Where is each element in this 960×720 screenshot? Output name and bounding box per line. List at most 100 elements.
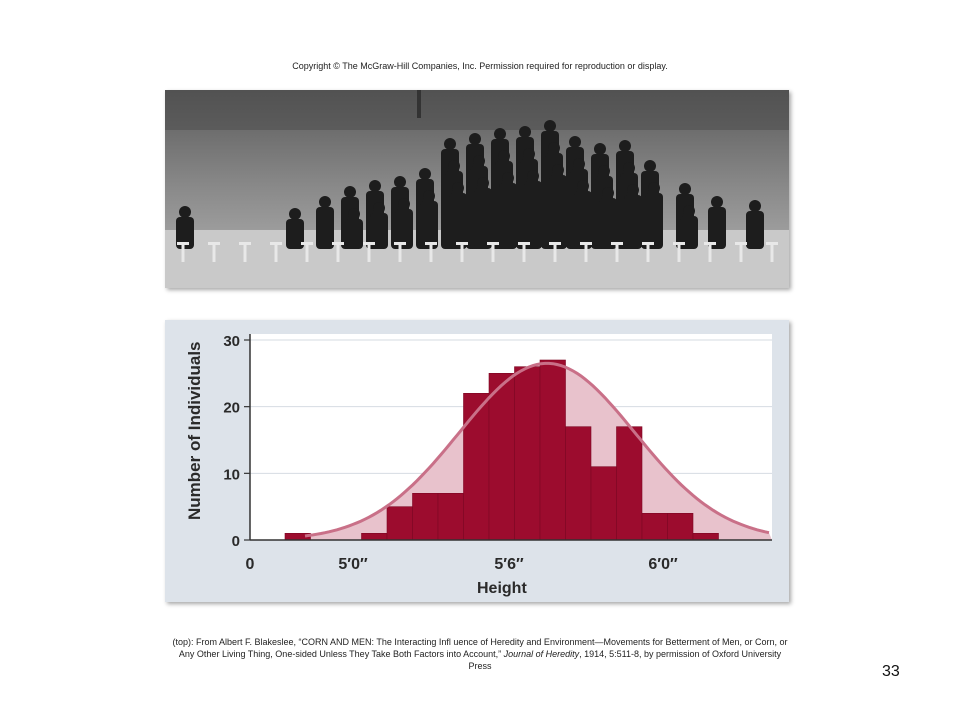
photo-illustration: [165, 90, 789, 288]
histogram-bar: [667, 513, 694, 541]
person-body: [176, 217, 194, 249]
person-head: [552, 164, 564, 176]
person-head: [679, 183, 691, 195]
histogram-bar: [590, 466, 617, 541]
y-tick-label: 20: [223, 400, 240, 417]
person-head: [398, 198, 410, 210]
height-marker-post: [708, 242, 712, 262]
height-marker-post: [398, 242, 402, 262]
x-tick-label: 5′0″: [338, 556, 368, 573]
histogram-bar: [565, 426, 592, 541]
person-head: [348, 208, 360, 220]
person-head: [594, 143, 606, 155]
person-head: [527, 170, 539, 182]
person-head: [519, 126, 531, 138]
height-marker-post: [336, 242, 340, 262]
histogram-bar: [641, 513, 668, 541]
person-body: [286, 219, 304, 249]
person-head: [477, 177, 489, 189]
height-marker-post: [429, 242, 433, 262]
person-head: [344, 186, 356, 198]
person-body: [599, 198, 617, 249]
person-head: [602, 187, 614, 199]
height-marker-post: [770, 242, 774, 262]
person-body: [524, 181, 542, 249]
journal-name: Journal of Heredity: [503, 649, 580, 659]
credit-suffix: , 1914, 5:511-8, by permission of Oxford…: [468, 649, 782, 671]
x-axis-label: Height: [477, 580, 527, 597]
person-head: [523, 148, 535, 160]
person-body: [499, 183, 517, 249]
photo-credit: (top): From Albert F. Blakeslee, “CORN A…: [172, 636, 788, 672]
histogram-bar: [463, 393, 490, 541]
x-tick-label: 5′6″: [494, 556, 524, 573]
histogram-bar: [539, 359, 566, 541]
person-head: [683, 205, 695, 217]
person-head: [394, 176, 406, 188]
y-axis-label: Number of Individuals: [185, 341, 204, 520]
person-head: [448, 160, 460, 172]
person-head: [423, 190, 435, 202]
person-head: [627, 184, 639, 196]
height-marker-post: [739, 242, 743, 262]
person-head: [577, 180, 589, 192]
person-body: [449, 193, 467, 249]
person-head: [544, 120, 556, 132]
chart-panel: 0 10 20 30 0 5′0″ 5′6″ 6′0″ Number of Individua…: [165, 320, 789, 602]
histogram-bar: [361, 533, 388, 541]
height-marker-post: [305, 242, 309, 262]
height-marker-post: [584, 242, 588, 262]
person-body: [370, 213, 388, 249]
person-head: [749, 200, 761, 212]
normal-curve: [304, 361, 770, 538]
y-tick-label: 10: [223, 466, 240, 483]
person-head: [711, 196, 723, 208]
person-head: [473, 155, 485, 167]
x-tick-label: 6′0″: [648, 556, 678, 573]
person-body: [645, 193, 663, 249]
person-head: [419, 168, 431, 180]
height-marker-post: [367, 242, 371, 262]
person-head: [444, 138, 456, 150]
person-body: [316, 207, 334, 249]
person-head: [648, 182, 660, 194]
x-tick-label: 0: [246, 556, 255, 573]
person-body: [474, 188, 492, 249]
person-body: [395, 209, 413, 249]
person-body: [624, 195, 642, 249]
height-marker-post: [181, 242, 185, 262]
person-head: [373, 202, 385, 214]
histogram-chart: 0 10 20 30 0 5′0″ 5′6″ 6′0″: [223, 333, 772, 573]
person-head: [573, 158, 585, 170]
person-head: [598, 165, 610, 177]
height-marker-post: [677, 242, 681, 262]
person-body: [680, 216, 698, 249]
copyright-notice: Copyright © The McGraw-Hill Companies, I…: [292, 61, 668, 71]
person-head: [289, 208, 301, 220]
height-marker-post: [491, 242, 495, 262]
histogram-bar: [412, 493, 439, 541]
person-head: [623, 162, 635, 174]
person-body: [574, 191, 592, 249]
histogram-bar: [437, 493, 464, 541]
height-marker-post: [553, 242, 557, 262]
person-head: [452, 182, 464, 194]
person-head: [494, 128, 506, 140]
histogram-bar: [488, 372, 515, 541]
height-marker-post: [615, 242, 619, 262]
person-head: [548, 142, 560, 154]
height-marker-post: [212, 242, 216, 262]
histogram-bar: [692, 533, 719, 541]
person-head: [179, 206, 191, 218]
person-body: [708, 207, 726, 249]
histogram-bar: [514, 366, 541, 541]
y-tick-label: 0: [232, 533, 240, 550]
person-head: [502, 172, 514, 184]
student-lineup-photo: [165, 90, 789, 288]
person-head: [619, 140, 631, 152]
person-head: [319, 196, 331, 208]
credit-text: (top): From Albert F. Blakeslee, “CORN A…: [172, 637, 788, 659]
height-marker-post: [460, 242, 464, 262]
histogram-bar: [386, 506, 413, 541]
person-head: [498, 150, 510, 162]
